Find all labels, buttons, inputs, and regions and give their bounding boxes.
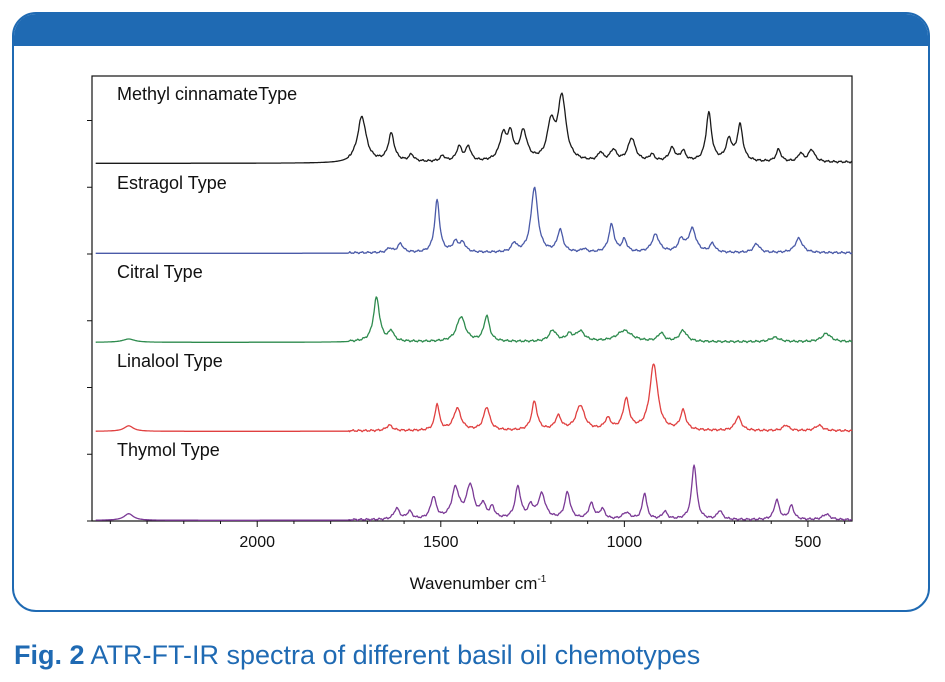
series-label: Linalool Type <box>117 351 223 371</box>
series-line-linalool-type <box>95 363 853 433</box>
x-axis-label-superscript: -1 <box>537 574 546 585</box>
series-label: Estragol Type <box>117 173 227 193</box>
caption-text: ATR-FT-IR spectra of different basil oil… <box>90 640 701 670</box>
series-line-citral-type <box>95 296 853 344</box>
series-line-estragol-type <box>95 186 853 255</box>
y-ticks <box>87 120 92 522</box>
caption-label: Fig. 2 <box>14 640 85 670</box>
ir-spectra-chart: 2000 1500 1000 500 Methyl cinnamateType Estr… <box>87 75 853 593</box>
panel-header-bar <box>14 14 928 46</box>
x-ticks: 2000 1500 1000 500 <box>109 521 846 551</box>
x-tick-label: 2000 <box>239 534 275 551</box>
series-label: Methyl cinnamateType <box>117 84 297 104</box>
series-label: Thymol Type <box>117 440 220 460</box>
x-axis-label: Wavenumber cm-1 <box>410 574 547 593</box>
series-group: Methyl cinnamateType Estragol Type Citral … <box>95 84 853 522</box>
x-tick-label: 1500 <box>423 534 459 551</box>
series-line-thymol-type <box>95 464 853 522</box>
figure-panel <box>12 12 930 612</box>
series-line-methyl-cinnamatetype <box>95 92 853 164</box>
series-label: Citral Type <box>117 262 203 282</box>
plot-frame <box>91 75 853 522</box>
figure-caption: Fig. 2 ATR-FT-IR spectra of different ba… <box>14 640 700 671</box>
x-tick-label: 500 <box>795 534 822 551</box>
x-tick-label: 1000 <box>607 534 643 551</box>
